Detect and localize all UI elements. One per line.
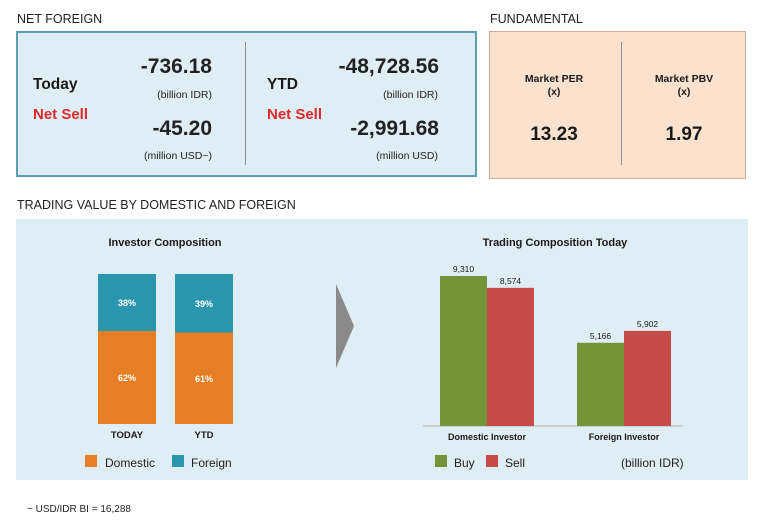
fundamental-divider	[621, 42, 622, 165]
legend-foreign-swatch	[172, 455, 184, 467]
category-label-ytd: YTD	[195, 430, 214, 441]
legend-domestic-label: Domestic	[105, 456, 156, 470]
today-status: Net Sell	[33, 106, 89, 123]
category-label-domestic: Domestic Investor	[448, 432, 527, 442]
bar-buy-domestic	[440, 276, 487, 426]
stack-label-foreign-today: 38%	[118, 298, 136, 308]
fundamental-title: FUNDAMENTAL	[490, 12, 583, 26]
bar-label-buy-foreign: 5,166	[590, 331, 612, 341]
legend-sell-swatch	[486, 455, 498, 467]
legend-foreign-label: Foreign	[191, 456, 232, 470]
ytd-value-usd: -2,991.68	[350, 117, 439, 140]
stack-label-domestic-ytd: 61%	[195, 374, 213, 384]
ytd-status: Net Sell	[267, 106, 323, 123]
pbv-value: 1.97	[665, 124, 703, 145]
investor-composition-title: Investor Composition	[108, 237, 222, 249]
bar-sell-domestic	[487, 287, 534, 426]
ytd-unit-usd: (million USD)	[376, 150, 438, 162]
ytd-label: YTD	[267, 76, 298, 93]
today-value-idr: -736.18	[140, 55, 212, 78]
trading-unit-note: (billion IDR)	[621, 456, 684, 470]
bar-label-buy-domestic: 9,310	[453, 264, 475, 274]
pbv-unit: (x)	[677, 86, 691, 98]
bar-label-sell-foreign: 5,902	[637, 319, 659, 329]
today-value-usd: -45.20	[152, 117, 212, 140]
category-label-foreign: Foreign Investor	[589, 432, 660, 442]
pbv-label: Market PBV	[654, 73, 714, 85]
trading-title: TRADING VALUE BY DOMESTIC AND FOREIGN	[17, 198, 296, 212]
per-label: Market PER	[524, 73, 584, 85]
stack-bar-domestic-today	[98, 331, 156, 424]
net-foreign-panel	[16, 31, 477, 177]
today-label: Today	[33, 76, 78, 93]
legend-sell-label: Sell	[505, 456, 526, 470]
today-unit-idr: (billion IDR)	[157, 89, 212, 101]
net-foreign-title: NET FOREIGN	[17, 12, 103, 26]
per-unit: (x)	[547, 86, 561, 98]
bar-buy-foreign	[577, 342, 624, 426]
net-foreign-divider	[245, 42, 246, 165]
stack-bar-domestic-ytd	[175, 332, 233, 424]
legend-buy-swatch	[435, 455, 447, 467]
fundamental-panel	[489, 31, 746, 179]
bar-sell-foreign	[624, 330, 671, 426]
category-label-today: TODAY	[111, 430, 144, 441]
ytd-value-idr: -48,728.56	[338, 55, 439, 78]
stack-bar-foreign-ytd	[175, 274, 233, 333]
flow-arrow-icon	[336, 284, 354, 368]
fx-footnote: ~ USD/IDR BI = 16,288	[27, 504, 131, 515]
stack-bar-foreign-today	[98, 274, 156, 331]
trading-composition-title: Trading Composition Today	[482, 237, 628, 249]
bar-label-sell-domestic: 8,574	[500, 276, 522, 286]
stack-label-domestic-today: 62%	[118, 373, 136, 383]
today-unit-usd: (million USD~)	[144, 150, 212, 162]
legend-domestic-swatch	[85, 455, 97, 467]
ytd-unit-idr: (billion IDR)	[383, 89, 438, 101]
per-value: 13.23	[530, 124, 578, 145]
stack-label-foreign-ytd: 39%	[195, 299, 213, 309]
legend-buy-label: Buy	[454, 456, 475, 470]
